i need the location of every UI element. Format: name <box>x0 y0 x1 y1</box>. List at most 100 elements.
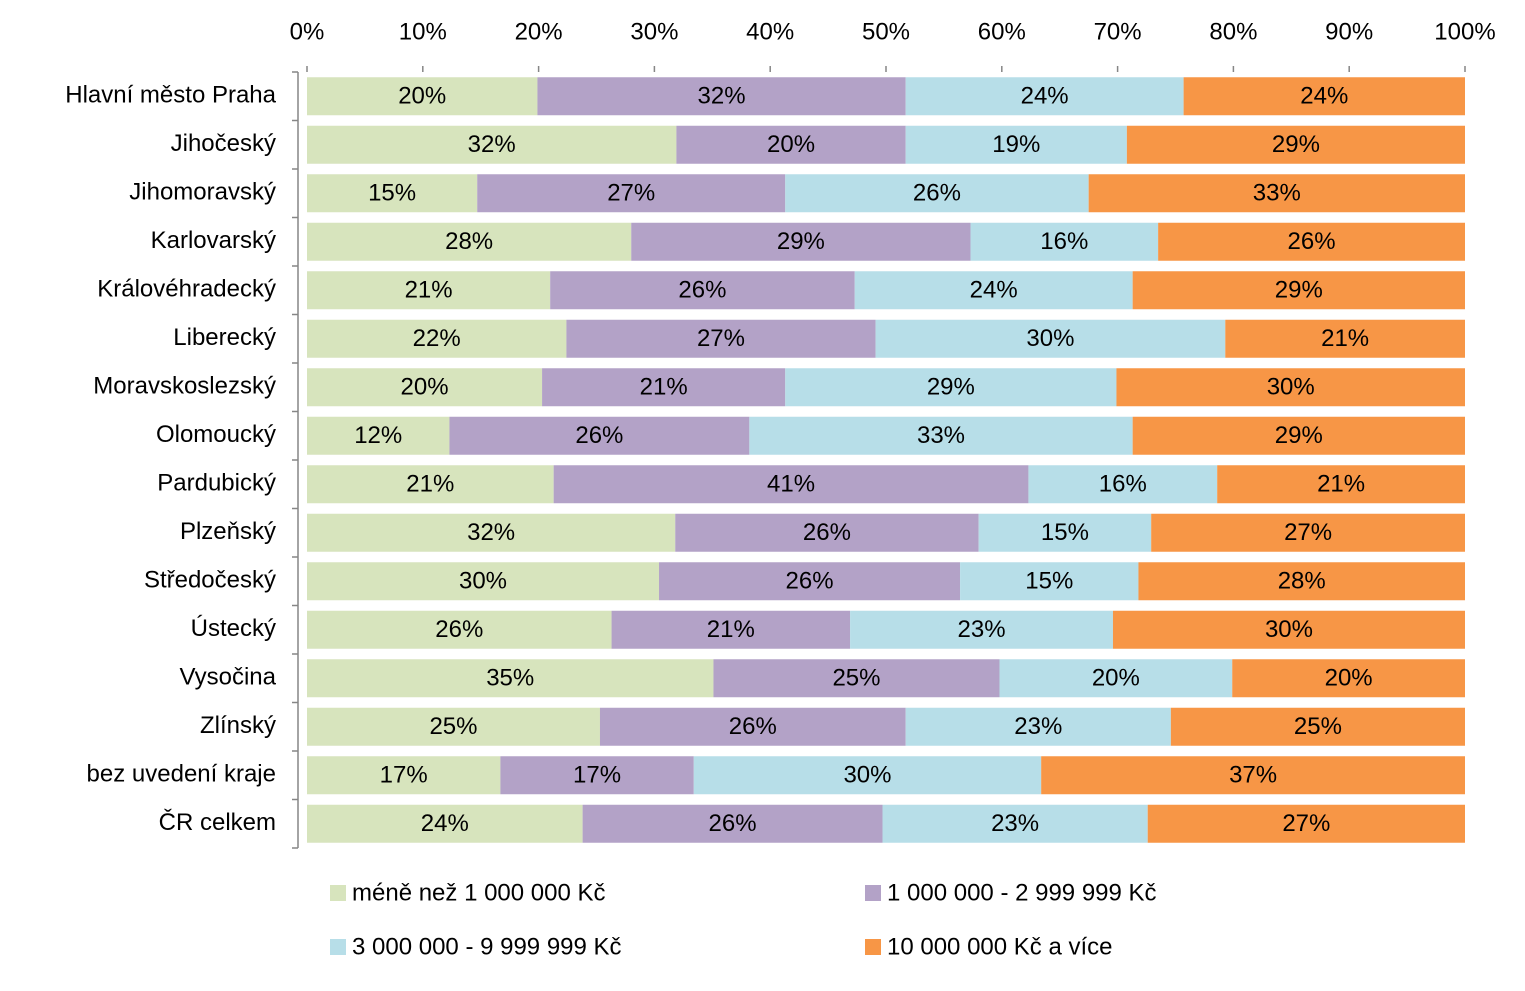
data-label: 17% <box>573 762 621 789</box>
bar-segment <box>477 174 786 213</box>
y-tick-label: Ústecký <box>191 615 276 642</box>
data-label: 22% <box>413 325 461 352</box>
x-tick-label: 30% <box>630 18 678 45</box>
bar-segment <box>1225 319 1465 358</box>
bar-segment <box>307 610 612 649</box>
bar-segment <box>307 465 554 504</box>
data-label: 29% <box>1275 277 1323 304</box>
data-label: 27% <box>697 325 745 352</box>
bar-segment <box>1041 756 1465 795</box>
data-label: 24% <box>421 810 469 837</box>
legend-swatch <box>330 885 346 901</box>
data-label: 12% <box>354 422 402 449</box>
bar-segment <box>307 174 478 213</box>
data-label: 26% <box>678 277 726 304</box>
data-label: 23% <box>991 810 1039 837</box>
bar-segment <box>1147 804 1465 843</box>
bar-segment <box>882 804 1148 843</box>
y-tick-label: bez uvedení kraje <box>87 761 276 788</box>
data-label: 26% <box>1288 228 1336 255</box>
legend-label: 10 000 000 Kč a více <box>887 933 1113 960</box>
bar-segment <box>1112 610 1465 649</box>
legend-swatch <box>865 885 881 901</box>
data-label: 30% <box>1265 616 1313 643</box>
y-tick-label: Jihomoravský <box>129 179 276 206</box>
bar-segment <box>905 707 1171 746</box>
data-label: 26% <box>803 519 851 546</box>
data-label: 25% <box>832 665 880 692</box>
bar-segment <box>659 562 961 601</box>
data-label: 27% <box>607 180 655 207</box>
legend-label: 3 000 000 - 9 999 999 Kč <box>352 933 622 960</box>
data-label: 24% <box>1021 83 1069 110</box>
bar-segment <box>550 271 855 310</box>
bar-segment <box>307 416 450 455</box>
bar-segment <box>978 513 1152 552</box>
data-label: 23% <box>958 616 1006 643</box>
bar-segment <box>999 659 1233 698</box>
y-tick-label: Královéhradecký <box>97 276 276 303</box>
bar-segment <box>307 222 632 261</box>
data-label: 20% <box>767 131 815 158</box>
data-label: 21% <box>406 471 454 498</box>
data-label: 30% <box>459 568 507 595</box>
bar-segment <box>1183 77 1465 116</box>
bar-segment <box>553 465 1029 504</box>
data-label: 30% <box>1267 374 1315 401</box>
data-label: 32% <box>698 83 746 110</box>
x-tick-label: 50% <box>862 18 910 45</box>
bar-segment <box>537 77 906 116</box>
bar-segment <box>307 271 551 310</box>
bar-segment <box>854 271 1133 310</box>
y-tick-label: Jihočeský <box>171 130 276 157</box>
bar-segment <box>307 562 660 601</box>
data-label: 33% <box>917 422 965 449</box>
y-tick-label: Liberecký <box>173 324 276 351</box>
bar-segment <box>675 513 979 552</box>
data-label: 32% <box>468 131 516 158</box>
bar-segment <box>713 659 1000 698</box>
data-label: 20% <box>1092 665 1140 692</box>
bar-segment <box>1217 465 1465 504</box>
bar-segment <box>307 319 567 358</box>
x-tick-label: 60% <box>978 18 1026 45</box>
bar-segment <box>960 562 1139 601</box>
data-label: 15% <box>1041 519 1089 546</box>
data-label: 37% <box>1229 762 1277 789</box>
x-tick-label: 80% <box>1209 18 1257 45</box>
bar-segment <box>1028 465 1218 504</box>
data-label: 19% <box>992 131 1040 158</box>
data-label: 33% <box>1253 180 1301 207</box>
data-label: 23% <box>1014 713 1062 740</box>
bar-segment <box>631 222 971 261</box>
data-label: 25% <box>1294 713 1342 740</box>
x-tick-label: 90% <box>1325 18 1373 45</box>
bar-segment <box>566 319 876 358</box>
data-label: 30% <box>1026 325 1074 352</box>
x-tick-label: 70% <box>1094 18 1142 45</box>
data-label: 26% <box>709 810 757 837</box>
bar-segment <box>542 368 786 407</box>
bar-segment <box>1138 562 1465 601</box>
bar-segment <box>307 77 538 116</box>
legend-label: 1 000 000 - 2 999 999 Kč <box>887 879 1157 906</box>
bar-segment <box>599 707 906 746</box>
data-label: 29% <box>927 374 975 401</box>
data-label: 32% <box>467 519 515 546</box>
bar-segment <box>1170 707 1465 746</box>
y-tick-label: Vysočina <box>180 664 277 691</box>
x-tick-label: 100% <box>1434 18 1495 45</box>
bar-segment <box>785 174 1089 213</box>
data-label: 25% <box>429 713 477 740</box>
bar-segment <box>449 416 750 455</box>
data-label: 26% <box>575 422 623 449</box>
data-label: 16% <box>1099 471 1147 498</box>
bar-segment <box>785 368 1117 407</box>
bar-segment <box>611 610 851 649</box>
data-label: 20% <box>401 374 449 401</box>
bar-segment <box>307 513 676 552</box>
y-tick-label: Středočeský <box>144 567 276 594</box>
x-tick-label: 0% <box>290 18 325 45</box>
data-label: 15% <box>368 180 416 207</box>
